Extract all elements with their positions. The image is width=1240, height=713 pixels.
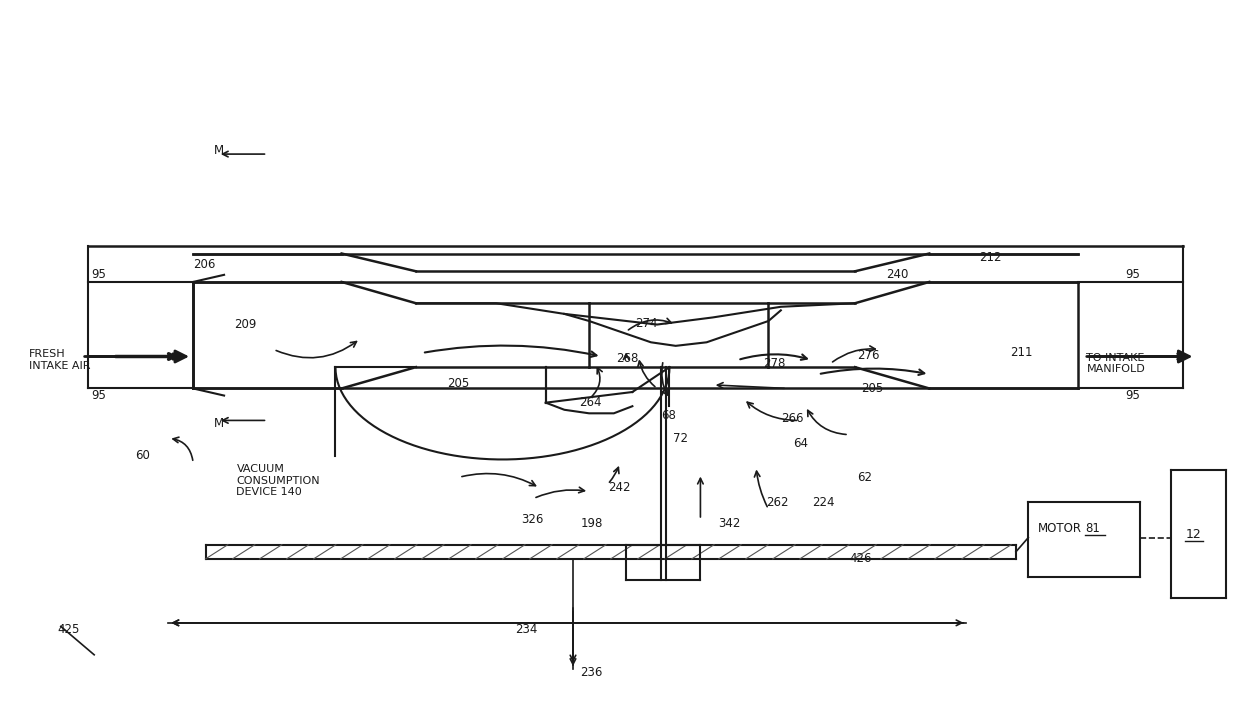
Text: 95: 95 <box>1125 268 1140 282</box>
Text: 81: 81 <box>1085 522 1100 535</box>
Text: 342: 342 <box>718 517 740 530</box>
Text: 268: 268 <box>616 352 639 365</box>
Text: MOTOR: MOTOR <box>1038 522 1083 535</box>
Text: 60: 60 <box>135 449 150 463</box>
Text: 95: 95 <box>92 268 107 282</box>
Text: FRESH
INTAKE AIR: FRESH INTAKE AIR <box>29 349 91 371</box>
Text: 95: 95 <box>1125 389 1140 402</box>
Text: M: M <box>215 418 224 431</box>
Text: 242: 242 <box>608 481 630 494</box>
Text: 206: 206 <box>193 257 216 271</box>
Text: 205: 205 <box>862 382 884 395</box>
Text: M: M <box>215 144 224 157</box>
Text: 68: 68 <box>661 409 676 422</box>
Text: 262: 262 <box>766 496 789 508</box>
Text: 236: 236 <box>580 666 603 679</box>
Text: 426: 426 <box>849 553 872 565</box>
Text: 72: 72 <box>673 431 688 445</box>
Text: 64: 64 <box>794 436 808 450</box>
Text: 266: 266 <box>781 412 804 425</box>
Text: 95: 95 <box>92 389 107 402</box>
Text: 276: 276 <box>858 349 880 361</box>
Text: 224: 224 <box>812 496 835 508</box>
Text: TO INTAKE
MANIFOLD: TO INTAKE MANIFOLD <box>1086 353 1146 374</box>
Text: 12: 12 <box>1185 528 1202 540</box>
Text: 274: 274 <box>635 317 657 329</box>
Text: VACUUM
CONSUMPTION
DEVICE 140: VACUUM CONSUMPTION DEVICE 140 <box>237 464 320 498</box>
Text: 278: 278 <box>764 357 786 370</box>
Text: 62: 62 <box>858 471 873 483</box>
Text: 198: 198 <box>580 517 603 530</box>
Text: 234: 234 <box>515 623 537 637</box>
Text: 212: 212 <box>978 250 1001 264</box>
Text: 205: 205 <box>446 377 469 390</box>
Text: 240: 240 <box>887 268 909 282</box>
Text: 211: 211 <box>1009 347 1032 359</box>
Text: 264: 264 <box>579 396 601 409</box>
Text: 326: 326 <box>521 513 543 526</box>
Text: 425: 425 <box>57 623 79 637</box>
Text: 209: 209 <box>234 318 257 331</box>
